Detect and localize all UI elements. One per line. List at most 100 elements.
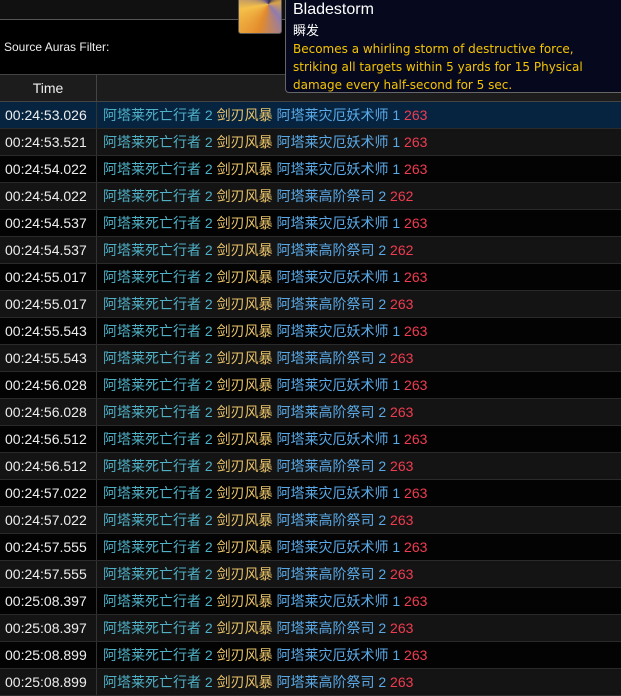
- table-row[interactable]: 00:24:54.022 阿塔莱死亡行者 2 剑刃风暴 阿塔莱高阶祭司 2 262: [0, 183, 621, 210]
- table-row[interactable]: 00:24:57.555 阿塔莱死亡行者 2 剑刃风暴 阿塔莱灾厄妖术师 1 26…: [0, 534, 621, 561]
- spell-name[interactable]: 剑刃风暴: [216, 161, 273, 177]
- table-row[interactable]: 00:24:54.537 阿塔莱死亡行者 2 剑刃风暴 阿塔莱灾厄妖术师 1 26…: [0, 210, 621, 237]
- target-name[interactable]: 阿塔莱高阶祭司 2: [276, 458, 387, 474]
- table-row[interactable]: 00:24:54.022 阿塔莱死亡行者 2 剑刃风暴 阿塔莱灾厄妖术师 1 26…: [0, 156, 621, 183]
- damage-amount: 263: [404, 431, 428, 447]
- table-row[interactable]: 00:24:57.022 阿塔莱死亡行者 2 剑刃风暴 阿塔莱灾厄妖术师 1 26…: [0, 480, 621, 507]
- spell-name[interactable]: 剑刃风暴: [216, 539, 273, 555]
- source-name[interactable]: 阿塔莱死亡行者 2: [103, 161, 213, 177]
- spell-name[interactable]: 剑刃风暴: [216, 242, 273, 258]
- bladestorm-spell-icon[interactable]: [238, 0, 282, 34]
- spell-name[interactable]: 剑刃风暴: [216, 377, 273, 393]
- source-name[interactable]: 阿塔莱死亡行者 2: [103, 323, 213, 339]
- table-row[interactable]: 00:25:08.397 阿塔莱死亡行者 2 剑刃风暴 阿塔莱灾厄妖术师 1 26…: [0, 588, 621, 615]
- time-column-header[interactable]: Time: [0, 75, 97, 101]
- target-name[interactable]: 阿塔莱灾厄妖术师 1: [276, 161, 401, 177]
- target-name[interactable]: 阿塔莱高阶祭司 2: [276, 242, 387, 258]
- source-name[interactable]: 阿塔莱死亡行者 2: [103, 647, 213, 663]
- source-name[interactable]: 阿塔莱死亡行者 2: [103, 431, 213, 447]
- target-name[interactable]: 阿塔莱灾厄妖术师 1: [276, 647, 401, 663]
- damage-amount: 263: [404, 485, 428, 501]
- table-row[interactable]: 00:25:08.899 阿塔莱死亡行者 2 剑刃风暴 阿塔莱灾厄妖术师 1 26…: [0, 642, 621, 669]
- table-row[interactable]: 00:24:53.026 阿塔莱死亡行者 2 剑刃风暴 阿塔莱灾厄妖术师 1 26…: [0, 102, 621, 129]
- source-name[interactable]: 阿塔莱死亡行者 2: [103, 377, 213, 393]
- table-row[interactable]: 00:24:56.512 阿塔莱死亡行者 2 剑刃风暴 阿塔莱灾厄妖术师 1 26…: [0, 426, 621, 453]
- target-name[interactable]: 阿塔莱高阶祭司 2: [276, 296, 387, 312]
- table-row[interactable]: 00:24:57.022 阿塔莱死亡行者 2 剑刃风暴 阿塔莱高阶祭司 2 263: [0, 507, 621, 534]
- damage-amount: 263: [404, 539, 428, 555]
- spell-name[interactable]: 剑刃风暴: [216, 107, 273, 123]
- target-name[interactable]: 阿塔莱高阶祭司 2: [276, 350, 387, 366]
- source-name[interactable]: 阿塔莱死亡行者 2: [103, 269, 213, 285]
- spell-name[interactable]: 剑刃风暴: [216, 350, 273, 366]
- event-cell: 阿塔莱死亡行者 2 剑刃风暴 阿塔莱灾厄妖术师 1 263: [97, 321, 427, 341]
- target-name[interactable]: 阿塔莱灾厄妖术师 1: [276, 485, 401, 501]
- table-row[interactable]: 00:24:55.017 阿塔莱死亡行者 2 剑刃风暴 阿塔莱高阶祭司 2 263: [0, 291, 621, 318]
- spell-name[interactable]: 剑刃风暴: [216, 458, 273, 474]
- source-name[interactable]: 阿塔莱死亡行者 2: [103, 350, 213, 366]
- source-name[interactable]: 阿塔莱死亡行者 2: [103, 620, 213, 636]
- damage-amount: 263: [390, 458, 414, 474]
- spell-name[interactable]: 剑刃风暴: [216, 593, 273, 609]
- table-row[interactable]: 00:24:57.555 阿塔莱死亡行者 2 剑刃风暴 阿塔莱高阶祭司 2 263: [0, 561, 621, 588]
- source-name[interactable]: 阿塔莱死亡行者 2: [103, 485, 213, 501]
- spell-name[interactable]: 剑刃风暴: [216, 134, 273, 150]
- table-row[interactable]: 00:24:55.543 阿塔莱死亡行者 2 剑刃风暴 阿塔莱灾厄妖术师 1 26…: [0, 318, 621, 345]
- table-row[interactable]: 00:24:56.028 阿塔莱死亡行者 2 剑刃风暴 阿塔莱灾厄妖术师 1 26…: [0, 372, 621, 399]
- spell-name[interactable]: 剑刃风暴: [216, 215, 273, 231]
- target-name[interactable]: 阿塔莱灾厄妖术师 1: [276, 377, 401, 393]
- table-row[interactable]: 00:24:55.543 阿塔莱死亡行者 2 剑刃风暴 阿塔莱高阶祭司 2 263: [0, 345, 621, 372]
- time-cell: 00:24:57.022: [0, 507, 97, 533]
- spell-name[interactable]: 剑刃风暴: [216, 620, 273, 636]
- target-name[interactable]: 阿塔莱灾厄妖术师 1: [276, 134, 401, 150]
- time-cell: 00:24:56.028: [0, 372, 97, 398]
- table-row[interactable]: 00:24:53.521 阿塔莱死亡行者 2 剑刃风暴 阿塔莱灾厄妖术师 1 26…: [0, 129, 621, 156]
- spell-name[interactable]: 剑刃风暴: [216, 188, 273, 204]
- source-auras-filter-label: Source Auras Filter:: [4, 40, 110, 54]
- source-name[interactable]: 阿塔莱死亡行者 2: [103, 215, 213, 231]
- spell-name[interactable]: 剑刃风暴: [216, 431, 273, 447]
- spell-name[interactable]: 剑刃风暴: [216, 296, 273, 312]
- event-cell: 阿塔莱死亡行者 2 剑刃风暴 阿塔莱高阶祭司 2 263: [97, 510, 413, 530]
- target-name[interactable]: 阿塔莱灾厄妖术师 1: [276, 215, 401, 231]
- spell-name[interactable]: 剑刃风暴: [216, 674, 273, 690]
- table-row[interactable]: 00:25:08.899 阿塔莱死亡行者 2 剑刃风暴 阿塔莱高阶祭司 2 263: [0, 669, 621, 696]
- target-name[interactable]: 阿塔莱高阶祭司 2: [276, 620, 387, 636]
- target-name[interactable]: 阿塔莱灾厄妖术师 1: [276, 269, 401, 285]
- target-name[interactable]: 阿塔莱高阶祭司 2: [276, 566, 387, 582]
- time-cell: 00:25:08.899: [0, 642, 97, 668]
- source-name[interactable]: 阿塔莱死亡行者 2: [103, 134, 213, 150]
- target-name[interactable]: 阿塔莱高阶祭司 2: [276, 512, 387, 528]
- target-name[interactable]: 阿塔莱灾厄妖术师 1: [276, 107, 401, 123]
- source-name[interactable]: 阿塔莱死亡行者 2: [103, 242, 213, 258]
- target-name[interactable]: 阿塔莱高阶祭司 2: [276, 674, 387, 690]
- spell-name[interactable]: 剑刃风暴: [216, 647, 273, 663]
- source-name[interactable]: 阿塔莱死亡行者 2: [103, 107, 213, 123]
- spell-name[interactable]: 剑刃风暴: [216, 323, 273, 339]
- spell-name[interactable]: 剑刃风暴: [216, 485, 273, 501]
- target-name[interactable]: 阿塔莱灾厄妖术师 1: [276, 323, 401, 339]
- source-name[interactable]: 阿塔莱死亡行者 2: [103, 296, 213, 312]
- table-row[interactable]: 00:24:56.028 阿塔莱死亡行者 2 剑刃风暴 阿塔莱高阶祭司 2 263: [0, 399, 621, 426]
- target-name[interactable]: 阿塔莱灾厄妖术师 1: [276, 431, 401, 447]
- target-name[interactable]: 阿塔莱高阶祭司 2: [276, 404, 387, 420]
- target-name[interactable]: 阿塔莱灾厄妖术师 1: [276, 593, 401, 609]
- target-name[interactable]: 阿塔莱高阶祭司 2: [276, 188, 387, 204]
- source-name[interactable]: 阿塔莱死亡行者 2: [103, 593, 213, 609]
- spell-name[interactable]: 剑刃风暴: [216, 269, 273, 285]
- table-row[interactable]: 00:24:54.537 阿塔莱死亡行者 2 剑刃风暴 阿塔莱高阶祭司 2 262: [0, 237, 621, 264]
- source-name[interactable]: 阿塔莱死亡行者 2: [103, 188, 213, 204]
- table-row[interactable]: 00:24:56.512 阿塔莱死亡行者 2 剑刃风暴 阿塔莱高阶祭司 2 263: [0, 453, 621, 480]
- source-name[interactable]: 阿塔莱死亡行者 2: [103, 539, 213, 555]
- table-row[interactable]: 00:24:55.017 阿塔莱死亡行者 2 剑刃风暴 阿塔莱灾厄妖术师 1 26…: [0, 264, 621, 291]
- source-name[interactable]: 阿塔莱死亡行者 2: [103, 674, 213, 690]
- table-row[interactable]: 00:25:08.397 阿塔莱死亡行者 2 剑刃风暴 阿塔莱高阶祭司 2 263: [0, 615, 621, 642]
- source-name[interactable]: 阿塔莱死亡行者 2: [103, 512, 213, 528]
- spell-name[interactable]: 剑刃风暴: [216, 512, 273, 528]
- source-name[interactable]: 阿塔莱死亡行者 2: [103, 566, 213, 582]
- target-name[interactable]: 阿塔莱灾厄妖术师 1: [276, 539, 401, 555]
- source-name[interactable]: 阿塔莱死亡行者 2: [103, 404, 213, 420]
- spell-name[interactable]: 剑刃风暴: [216, 404, 273, 420]
- source-name[interactable]: 阿塔莱死亡行者 2: [103, 458, 213, 474]
- spell-name[interactable]: 剑刃风暴: [216, 566, 273, 582]
